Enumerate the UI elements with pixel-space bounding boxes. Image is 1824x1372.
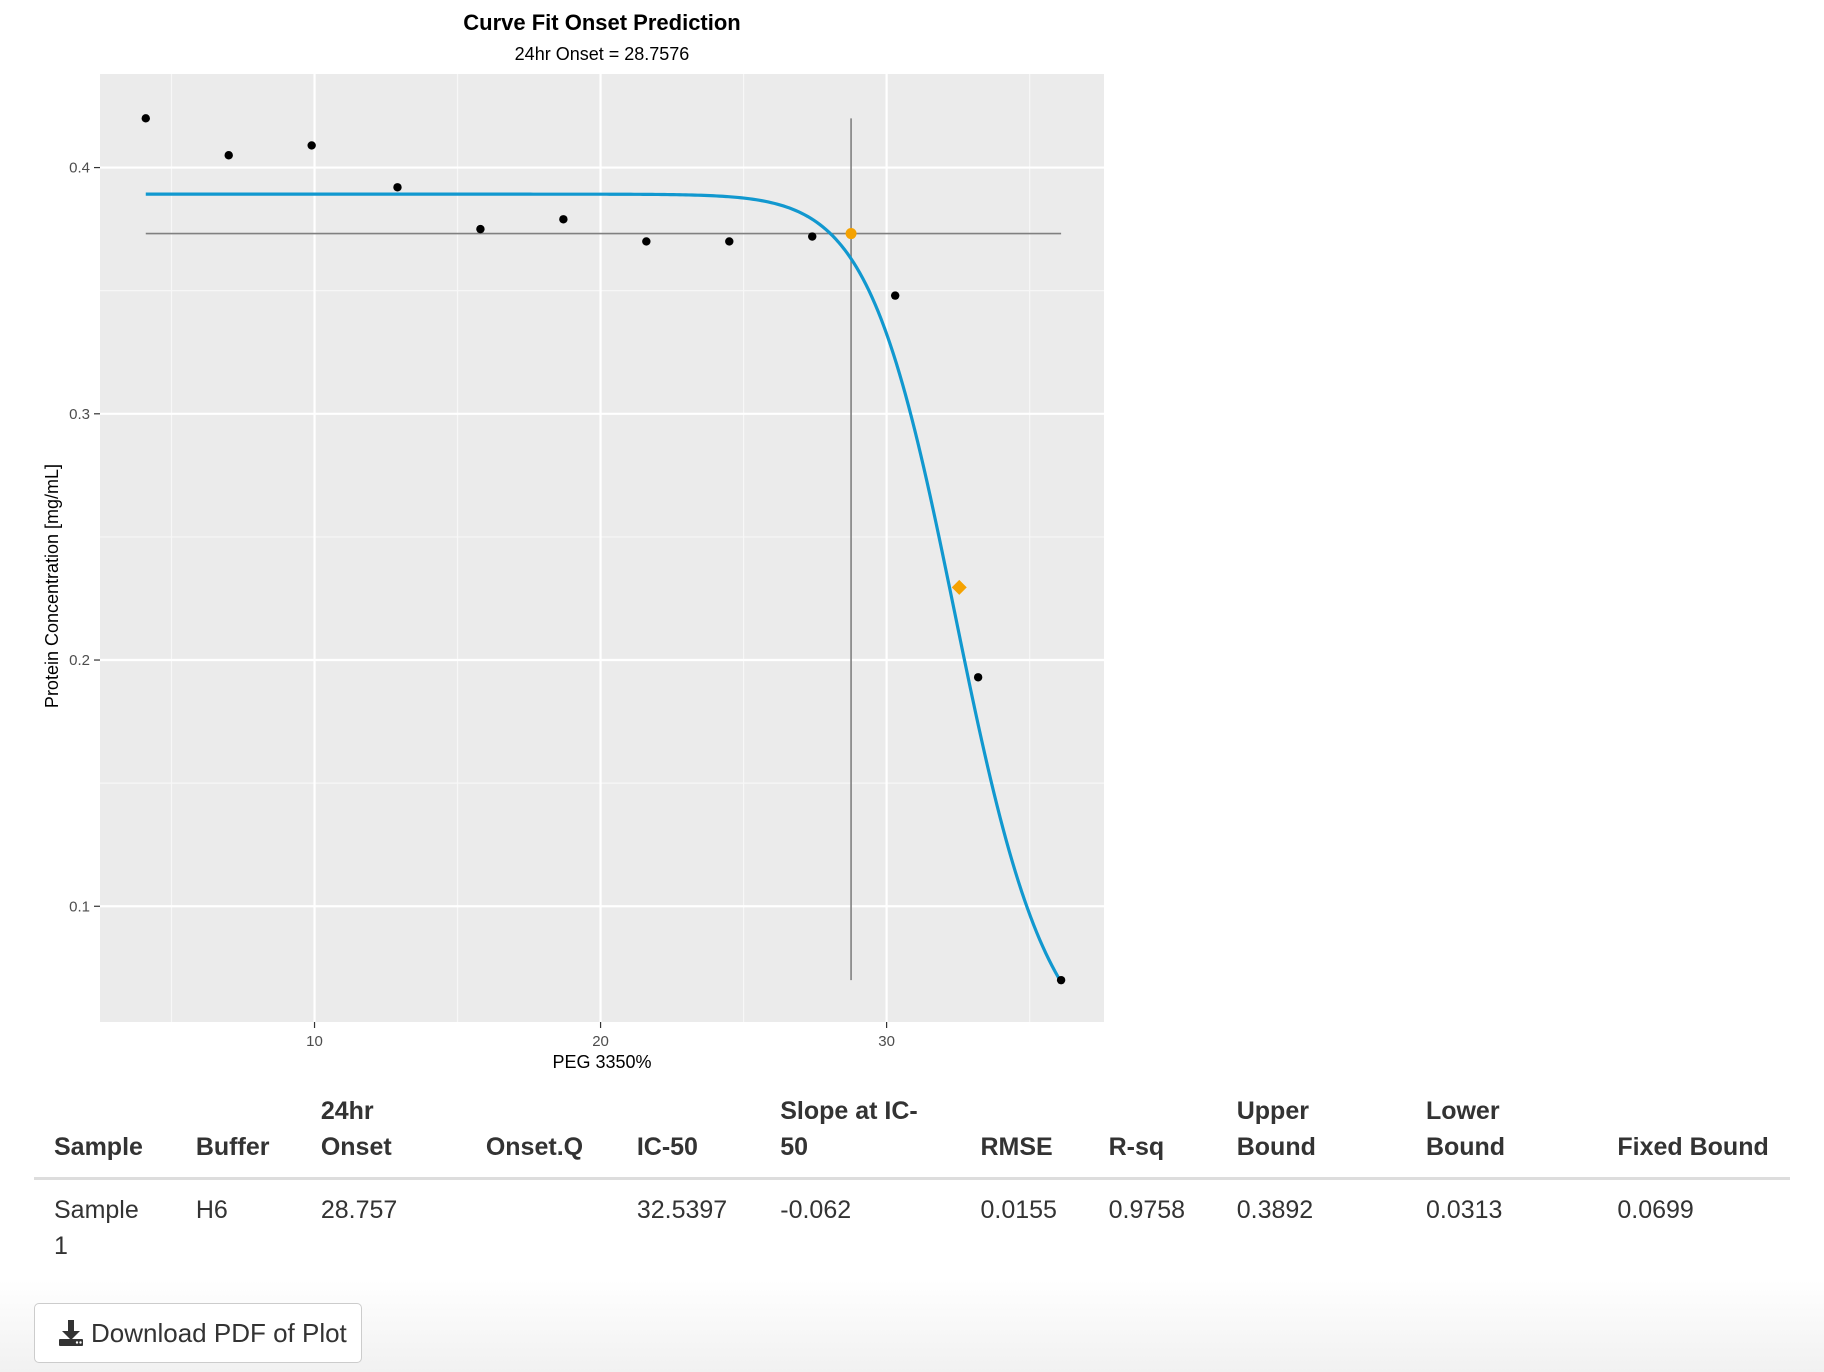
fit-curve-line [145,192,1063,983]
y-tick-label: 0.3 [69,406,90,423]
plot-layer: 10 20 30 0.1 0.2 0.3 0.4 [69,74,1104,1050]
download-pdf-button[interactable]: Download PDF of Plot [34,1303,362,1363]
table-cell: 0.3892 [1236,1196,1314,1224]
data-point [642,237,651,246]
data-point [224,151,233,160]
data-point [559,215,568,224]
data-point [973,673,983,682]
table-cell: 0.0699 [1617,1196,1694,1224]
data-point [393,183,402,192]
table-cell: 32.5397 [636,1196,728,1224]
y-tick-label: 0.1 [69,898,90,915]
table-cell: 0.9758 [1108,1196,1186,1224]
plot-title: Curve Fit Onset Prediction [463,10,741,35]
column-header: IC-50 [616,1085,761,1180]
column-header: R-sq [1088,1085,1217,1180]
results-table: Sample Buffer 24hr Onset Onset.Q IC-50 Slope … [34,1085,1790,1272]
column-header: Buffer [175,1085,301,1180]
data-point [141,114,150,123]
table-header-row: Sample Buffer 24hr Onset Onset.Q IC-50 Slope … [34,1085,1790,1180]
plot-panel [100,74,1104,1022]
data-point [476,224,485,234]
column-header: Sample [34,1085,176,1180]
curve-fit-plot: 10 20 30 0.1 0.2 0.3 0.4 Curve Fit Onset Predi… [0,0,1120,1080]
download-button-label: Download PDF of Plot [91,1317,347,1348]
column-header: Onset.Q [465,1085,617,1180]
table-cell: Sample 1 [54,1196,139,1260]
x-axis-label: PEG 3350% [552,1052,651,1072]
table-cell: 0.0155 [980,1196,1057,1224]
y-axis-label: Protein Concentration [mg/mL] [42,464,62,708]
column-header: Lower Bound [1405,1085,1598,1180]
x-tick-label: 30 [878,1033,895,1050]
data-point [725,237,734,246]
column-header: Upper Bound [1216,1085,1406,1180]
plot-svg: 10 20 30 0.1 0.2 0.3 0.4 Curve Fit Onset Predi… [42,10,1104,1072]
onset-point-marker [845,228,857,240]
data-point [307,141,316,150]
column-header: Fixed Bound [1597,1085,1790,1180]
table-cell [466,1179,617,1273]
download-icon [57,1319,85,1347]
y-tick-label: 0.4 [69,160,90,177]
column-header: RMSE [960,1085,1089,1180]
table-cell: 28.757 [320,1196,398,1224]
table-cell: 0.0313 [1425,1196,1503,1224]
table-body: Sample 1 H6 28.757 32.5397 -0.062 0.0155 0.975… [34,1179,1790,1273]
ic50-point-marker [951,579,967,595]
y-tick-label: 0.2 [69,652,90,669]
data-point [1056,975,1066,985]
table-row: Sample 1 H6 28.757 32.5397 -0.062 0.0155 0.975… [34,1179,1790,1273]
data-point [808,232,817,241]
plot-subtitle: 24hr Onset = 28.7576 [515,44,690,64]
data-point [890,291,900,300]
table-cell: H6 [195,1196,228,1224]
table-cell: -0.062 [780,1196,852,1224]
column-header: 24hr Onset [300,1085,466,1180]
x-tick-label: 10 [306,1033,323,1050]
column-header: Slope at IC-50 [760,1085,961,1180]
x-tick-label: 20 [592,1033,609,1050]
